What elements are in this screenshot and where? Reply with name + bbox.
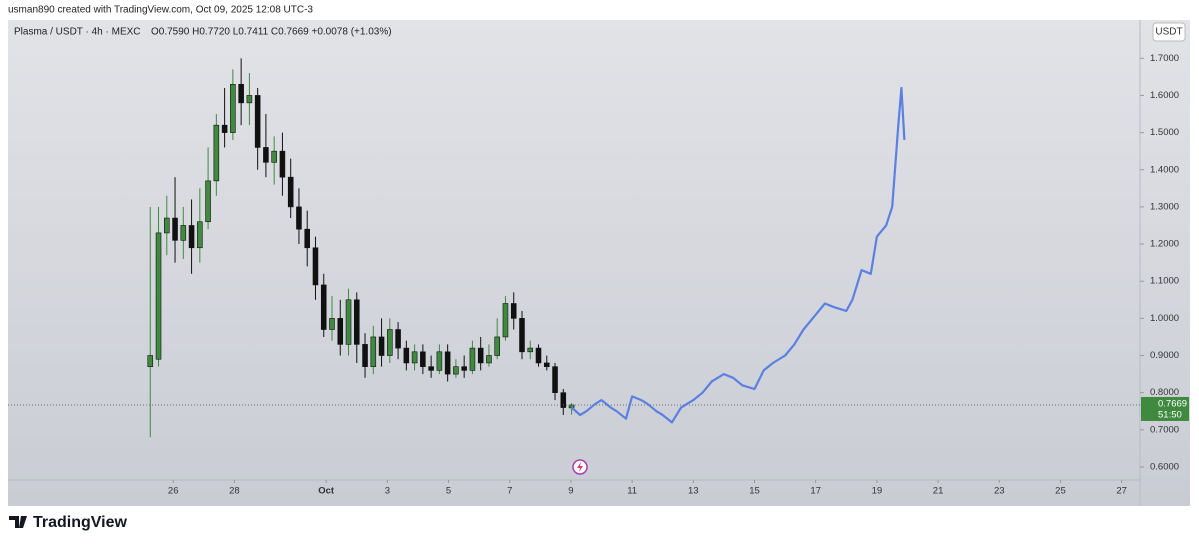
last-price-label: 0.7669 xyxy=(1158,398,1187,409)
candle-body xyxy=(378,336,385,356)
x-tick-label: 23 xyxy=(994,486,1005,497)
candle-body xyxy=(502,303,509,338)
x-tick-label: Oct xyxy=(318,486,335,497)
candle-body xyxy=(387,329,393,356)
candle-body xyxy=(436,351,443,371)
symbol-title: Plasma / USDT · 4h · MEXC xyxy=(14,27,141,38)
candle-body xyxy=(188,225,195,249)
x-tick-label: 15 xyxy=(749,486,760,497)
candle-body xyxy=(221,124,228,133)
candle-body xyxy=(444,351,451,375)
candle-body xyxy=(279,150,286,178)
candle-body xyxy=(337,318,344,345)
y-tick-label: 1.6000 xyxy=(1150,90,1179,101)
y-tick-label: 1.7000 xyxy=(1150,53,1179,64)
candle-body xyxy=(155,232,162,360)
candle-body xyxy=(329,318,335,330)
candle-body xyxy=(147,355,154,367)
ohlc-legend: O0.7590 H0.7720 L0.7411 C0.7669 +0.0078 … xyxy=(151,27,392,38)
candle-body xyxy=(494,336,500,356)
candle-body xyxy=(543,362,550,367)
x-tick-label: 13 xyxy=(688,486,699,497)
candle-body xyxy=(453,366,459,375)
currency-label: USDT xyxy=(1155,27,1182,38)
candle-body xyxy=(411,351,418,364)
candle-body xyxy=(403,347,410,364)
y-tick-label: 0.9000 xyxy=(1150,350,1179,361)
candle-body xyxy=(461,366,467,371)
chart-panel xyxy=(8,20,1190,506)
x-tick-label: 21 xyxy=(933,486,944,497)
candle-body xyxy=(552,366,558,393)
candle-body xyxy=(362,344,368,367)
candle-body xyxy=(395,329,401,349)
x-tick-label: 11 xyxy=(627,486,637,497)
logo: TradingView xyxy=(9,514,128,531)
candle-body xyxy=(246,95,253,104)
candle-body xyxy=(180,225,187,241)
y-tick-label: 1.4000 xyxy=(1150,164,1179,175)
candle-body xyxy=(263,147,269,163)
x-tick-label: 17 xyxy=(810,486,821,497)
countdown: 51:50 xyxy=(1158,409,1182,420)
candle-body xyxy=(172,217,178,241)
candle-body xyxy=(345,299,352,345)
x-tick-label: 26 xyxy=(168,486,179,497)
candle-body xyxy=(420,351,426,367)
candle-body xyxy=(527,347,534,353)
y-tick-label: 1.3000 xyxy=(1150,201,1179,212)
last-price-box xyxy=(1141,396,1189,421)
candle-body xyxy=(205,180,211,223)
x-tick-label: 5 xyxy=(446,486,451,497)
candle-body xyxy=(238,83,244,104)
candle-body xyxy=(370,336,377,367)
candle-body xyxy=(510,303,517,319)
candle-body xyxy=(469,347,476,371)
candle-body xyxy=(296,206,302,230)
candle-body xyxy=(560,392,567,408)
candle-body xyxy=(519,318,525,353)
x-tick-label: 27 xyxy=(1116,486,1127,497)
y-tick-label: 0.8000 xyxy=(1150,387,1179,398)
candle-body xyxy=(164,217,170,234)
candle-body xyxy=(320,284,327,330)
candle-body xyxy=(312,247,319,286)
x-tick-label: 28 xyxy=(229,486,240,497)
y-tick-label: 1.1000 xyxy=(1150,276,1179,287)
x-tick-label: 9 xyxy=(568,486,573,497)
candle-body xyxy=(354,299,360,345)
x-tick-label: 25 xyxy=(1055,486,1066,497)
candle-body xyxy=(230,83,236,133)
candle-body xyxy=(197,221,203,249)
candle-body xyxy=(304,228,310,249)
candle-body xyxy=(271,150,277,163)
candle-body xyxy=(254,95,261,148)
x-tick-label: 19 xyxy=(872,486,883,497)
x-tick-label: 7 xyxy=(507,486,512,497)
projection-line xyxy=(570,86,906,424)
currency-button[interactable] xyxy=(1152,22,1186,42)
header: usman890 created with TradingView.com, O… xyxy=(8,5,313,16)
y-tick-label: 1.0000 xyxy=(1150,313,1179,324)
event-bolt xyxy=(577,462,583,472)
candle-body xyxy=(213,124,220,182)
y-tick-label: 1.2000 xyxy=(1150,239,1179,250)
y-tick-label: 1.5000 xyxy=(1150,127,1179,138)
logo-text: TradingView xyxy=(33,514,128,531)
y-tick-label: 0.6000 xyxy=(1150,462,1179,473)
y-tick-label: 0.7000 xyxy=(1150,424,1179,435)
candle-body xyxy=(535,347,542,364)
candle-body xyxy=(486,355,492,364)
candle-body xyxy=(428,366,434,371)
x-tick-label: 3 xyxy=(385,486,390,497)
candle-body xyxy=(477,347,484,364)
candle-body xyxy=(287,176,294,208)
